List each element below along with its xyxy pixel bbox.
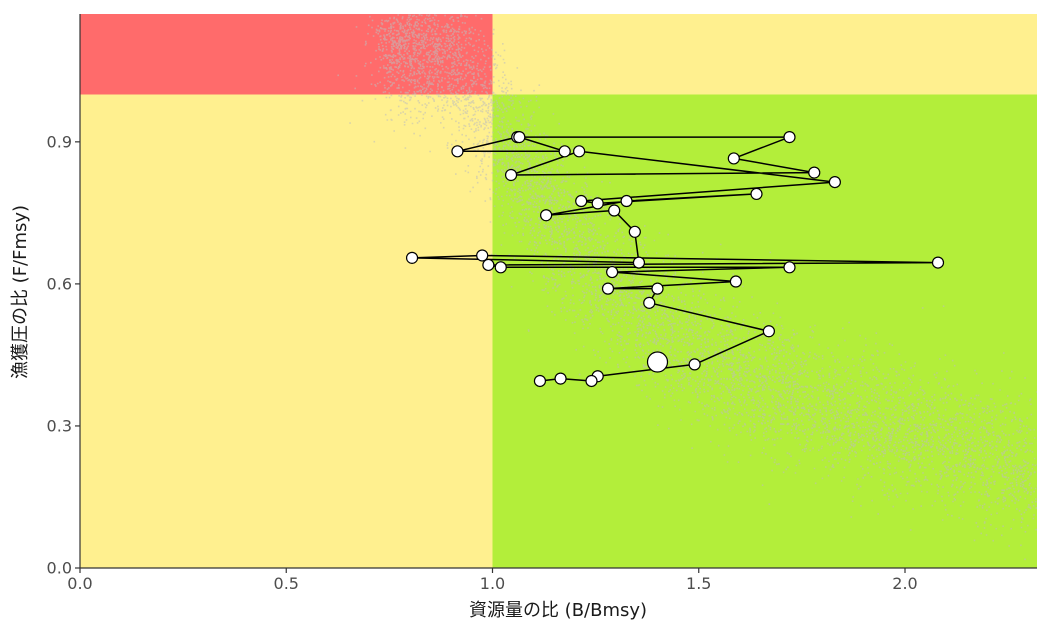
trajectory-layer <box>405 131 945 388</box>
zone-2 <box>80 94 493 568</box>
trajectory-point <box>504 168 518 182</box>
current-point <box>646 351 669 373</box>
x-tick-label: 0.5 <box>274 574 299 593</box>
trajectory-point <box>405 251 419 264</box>
trajectory-point <box>620 194 633 208</box>
y-tick-label: 0.6 <box>47 274 72 293</box>
trajectory-point <box>494 261 507 274</box>
zone-0 <box>80 14 493 95</box>
trajectory-point <box>628 225 641 238</box>
trajectory-point <box>750 187 763 201</box>
x-tick-label: 2.0 <box>892 574 917 593</box>
trajectory-point <box>783 261 796 274</box>
trajectory-point <box>558 145 571 158</box>
zone-layer <box>80 14 1037 568</box>
y-tick-label: 0.9 <box>47 132 72 151</box>
x-tick-label: 1.5 <box>686 574 711 593</box>
axes: 0.0 0.5 1.0 1.5 2.0 0.0 0.3 0.6 0.9 <box>47 14 1037 593</box>
trajectory-point <box>451 145 464 158</box>
zone-1 <box>492 14 1037 95</box>
trajectory-point <box>608 204 621 217</box>
y-tick-label: 0.3 <box>47 416 72 435</box>
trajectory-point <box>783 131 796 144</box>
trajectory-point <box>828 175 841 189</box>
trajectory-point <box>762 325 775 338</box>
trajectory-point <box>533 374 547 388</box>
trajectory-point <box>632 256 646 269</box>
trajectory-point <box>727 152 740 165</box>
trajectory-point <box>651 282 664 295</box>
trajectory-point <box>554 372 567 385</box>
trajectory-point <box>482 258 495 272</box>
trajectory-point <box>575 194 588 208</box>
trajectory-point <box>601 282 615 295</box>
trajectory-point <box>585 374 598 388</box>
trajectory-point <box>688 358 701 371</box>
trajectory-point <box>591 197 604 210</box>
trajectory-point <box>513 131 526 144</box>
y-tick-label: 0.0 <box>47 559 72 578</box>
x-tick-label: 0.0 <box>67 574 92 593</box>
trajectory-point <box>931 256 945 269</box>
trajectory-point <box>729 275 742 288</box>
x-tick-label: 1.0 <box>480 574 505 593</box>
trajectory-point <box>643 296 656 309</box>
x-axis-title: 資源量の比 (B/Bmsy) <box>469 600 647 621</box>
trajectory-point <box>476 249 489 262</box>
trajectory-point <box>606 265 619 279</box>
y-axis-title: 漁獲圧の比 (F/Fmsy) <box>10 205 31 379</box>
trajectory-point <box>808 166 821 179</box>
trajectory-point <box>540 209 553 222</box>
trajectory-point <box>573 145 586 158</box>
